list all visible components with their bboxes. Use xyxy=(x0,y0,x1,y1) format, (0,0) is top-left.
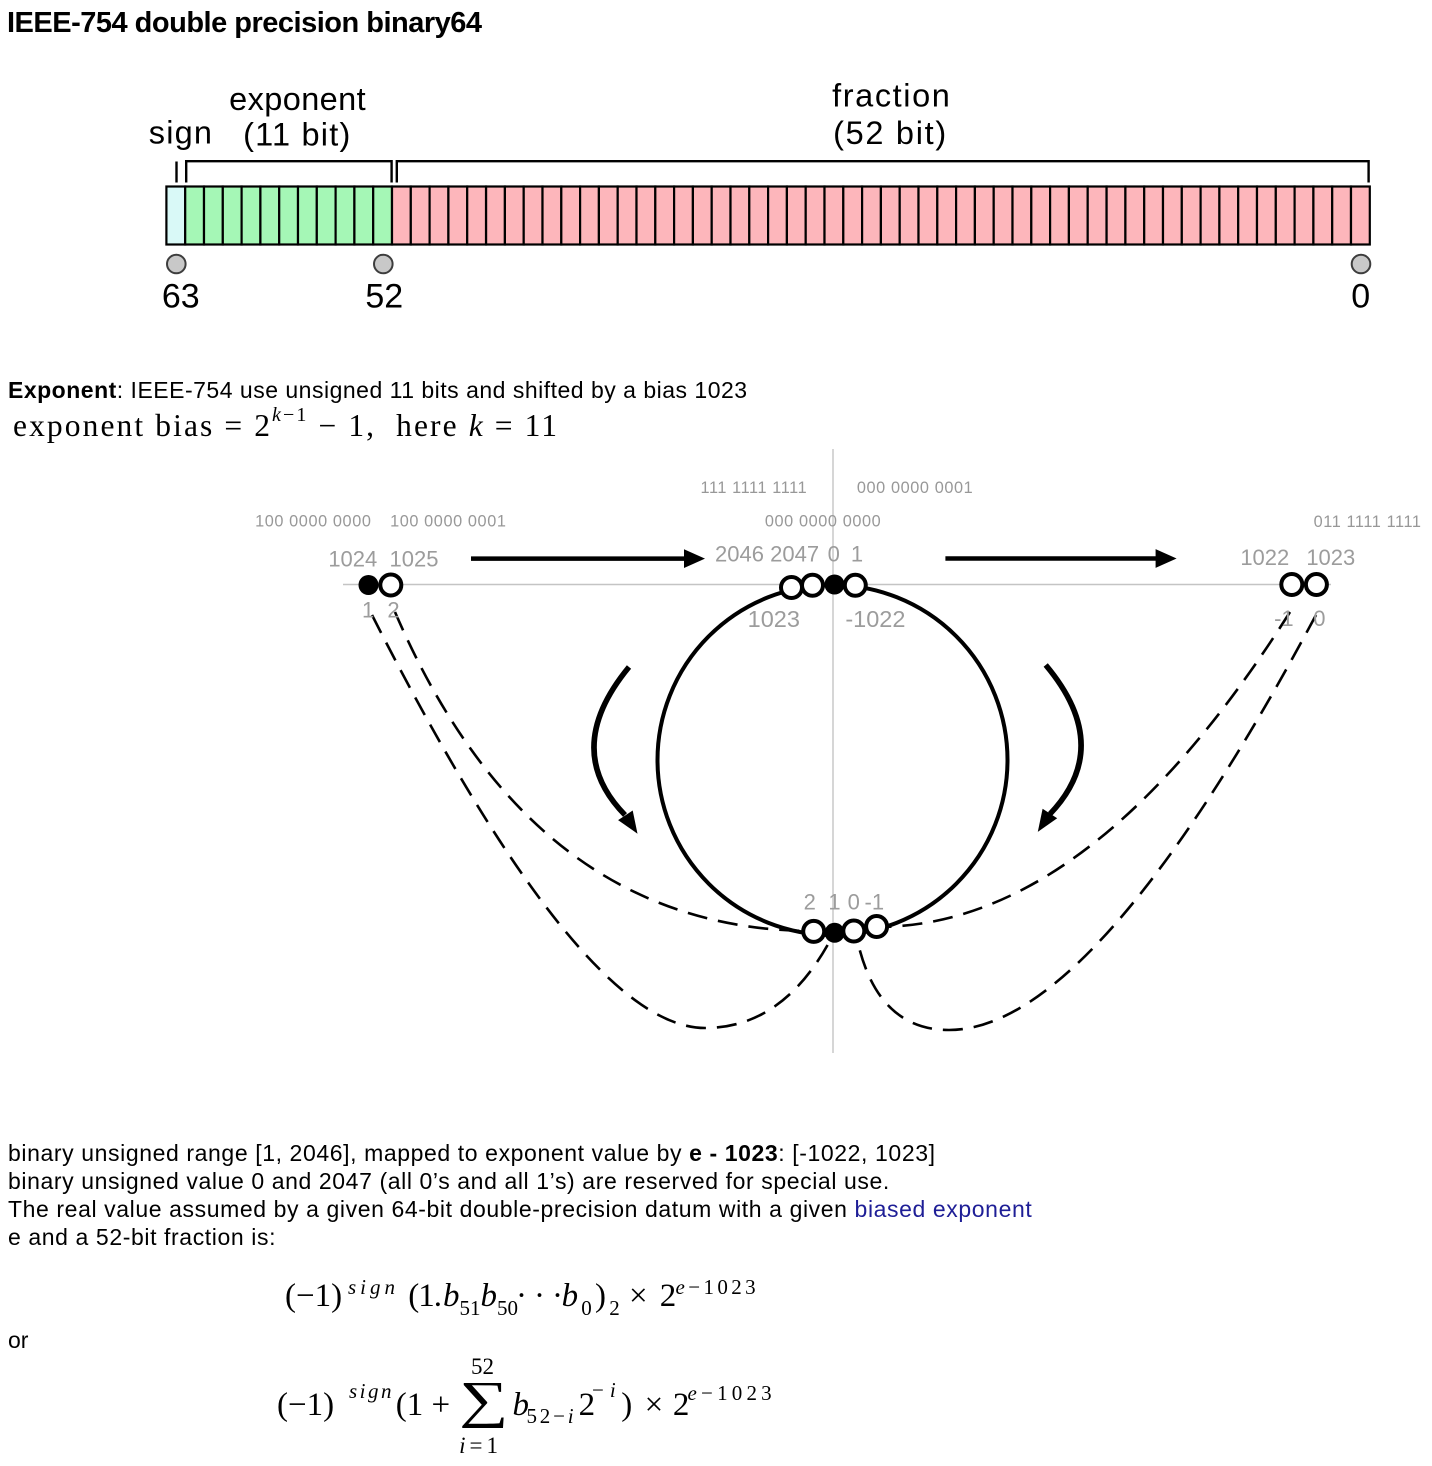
svg-text:-1022: -1022 xyxy=(845,606,905,632)
svg-text:52: 52 xyxy=(365,278,403,316)
svg-text:000 0000 0000: 000 0000 0000 xyxy=(765,513,881,531)
svg-text:1: 1 xyxy=(851,542,863,567)
svg-text:2046: 2046 xyxy=(715,542,764,567)
svg-text:111 1111 1111: 111 1111 1111 xyxy=(701,479,808,497)
svg-text:1023: 1023 xyxy=(1306,545,1355,570)
svg-text:1: 1 xyxy=(362,598,374,623)
svg-text:100 0000 0001: 100 0000 0001 xyxy=(390,512,506,530)
svg-text:0: 0 xyxy=(1351,278,1370,316)
svg-text:1022: 1022 xyxy=(1240,545,1289,570)
svg-text:0: 0 xyxy=(848,890,860,915)
svg-text:2: 2 xyxy=(804,890,816,915)
svg-text:-1: -1 xyxy=(865,890,885,915)
svg-text:2: 2 xyxy=(387,598,399,623)
svg-text:0: 0 xyxy=(828,542,840,567)
svg-text:011 1111 1111: 011 1111 1111 xyxy=(1314,513,1422,531)
svg-text:sign: sign xyxy=(149,115,213,151)
svg-text:100 0000 0000: 100 0000 0000 xyxy=(255,512,371,530)
svg-text:1024: 1024 xyxy=(328,547,377,572)
svg-text:000 0000 0001: 000 0000 0001 xyxy=(857,479,973,497)
svg-text:1: 1 xyxy=(828,890,840,915)
svg-text:(11 bit): (11 bit) xyxy=(243,116,351,152)
svg-text:-1: -1 xyxy=(1274,606,1294,631)
svg-text:1025: 1025 xyxy=(390,547,439,572)
svg-text:(52 bit): (52 bit) xyxy=(833,115,948,151)
svg-text:0: 0 xyxy=(1313,606,1325,631)
svg-text:63: 63 xyxy=(162,278,200,316)
svg-text:exponent: exponent xyxy=(229,81,366,117)
svg-text:1023: 1023 xyxy=(748,606,800,632)
svg-text:fraction: fraction xyxy=(832,78,951,114)
svg-text:2047: 2047 xyxy=(770,542,819,567)
